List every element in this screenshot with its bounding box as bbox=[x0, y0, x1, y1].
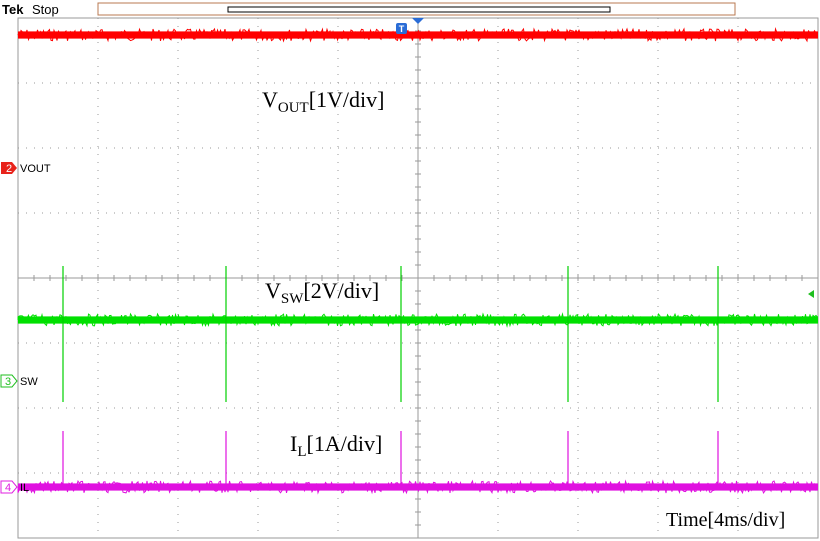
trigger-label: T bbox=[399, 24, 405, 34]
il-trace-band bbox=[18, 483, 818, 491]
channel-number: 2 bbox=[6, 163, 12, 175]
annotation: VSW[2V/div] bbox=[265, 278, 379, 307]
channel-name: SW bbox=[20, 376, 38, 388]
channel-badge bbox=[0, 480, 18, 494]
annotation-sub: L bbox=[297, 444, 306, 460]
traces bbox=[17, 27, 818, 495]
level-marker bbox=[808, 290, 814, 298]
annotation-rest: [1A/div] bbox=[307, 431, 383, 456]
il-trace bbox=[17, 479, 818, 495]
vout-trace-band bbox=[18, 31, 818, 39]
annotation-main: V bbox=[265, 278, 281, 303]
channel-number: 3 bbox=[5, 376, 11, 388]
brand: Tek bbox=[2, 2, 24, 17]
annotation-main: V bbox=[262, 87, 278, 112]
trigger-arrow bbox=[412, 18, 424, 24]
graticule bbox=[17, 17, 819, 539]
sw-trace-band bbox=[18, 316, 818, 324]
channel-name: VOUT bbox=[20, 163, 51, 175]
channel-badge bbox=[1, 162, 17, 174]
channel-marker: 3 SW bbox=[0, 374, 38, 388]
channel-name: IL bbox=[20, 482, 29, 494]
record-window bbox=[227, 6, 611, 13]
vout-trace bbox=[17, 27, 818, 43]
annotation: IL[1A/div] bbox=[290, 431, 382, 460]
trigger-badge bbox=[396, 23, 407, 34]
annotation-sub: OUT bbox=[278, 100, 309, 116]
sw-trace bbox=[17, 312, 818, 328]
channel-marker: 2 VOUT bbox=[1, 162, 51, 175]
annotation-sub: SW bbox=[281, 291, 304, 307]
status: Stop bbox=[32, 2, 59, 17]
channel-number: 4 bbox=[5, 482, 11, 494]
annotation-main: I bbox=[290, 431, 297, 456]
channel-marker: 4 IL bbox=[0, 480, 29, 494]
channel-badge bbox=[0, 374, 18, 388]
annotation: VOUT[1V/div] bbox=[262, 87, 384, 116]
record-bar bbox=[97, 2, 736, 16]
annotation-rest: [2V/div] bbox=[303, 278, 379, 303]
annotation-rest: [1V/div] bbox=[309, 87, 385, 112]
timebase: Time[4ms/div] bbox=[666, 509, 785, 531]
